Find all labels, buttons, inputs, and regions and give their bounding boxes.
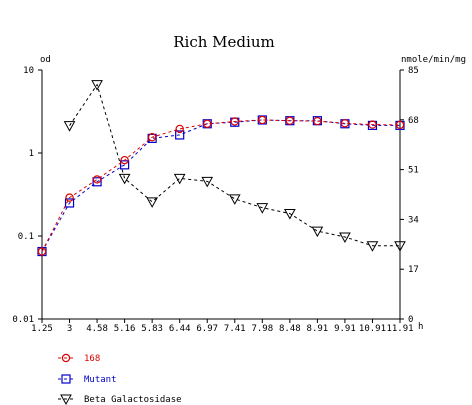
right-tick-label: 68	[408, 116, 419, 126]
point-168	[285, 116, 295, 125]
point-beta-galactosidase	[201, 176, 214, 188]
right-tick-label: 51	[408, 166, 419, 176]
x-tick-label: 3	[67, 324, 72, 334]
point-168	[92, 175, 102, 184]
x-tick-label: 10.91	[359, 324, 386, 334]
x-axis-ticks: 1.25 3 4.58 5.16 5.83 6.44 6.97 7.41 7.98 8.48 8.9…	[31, 319, 414, 334]
point-beta-galactosidase	[60, 394, 72, 405]
legend-label: Mutant	[84, 375, 117, 385]
point-mutant	[175, 130, 185, 140]
point-168	[147, 133, 157, 142]
left-tick-label: 0.1	[18, 232, 34, 242]
x-tick-label: 4.58	[86, 324, 108, 334]
point-beta-galactosidase	[394, 241, 406, 252]
right-tick-label: 0	[408, 315, 413, 325]
x-axis-unit: h	[418, 322, 423, 332]
x-tick-label: 8.48	[279, 324, 301, 334]
legend-item-mutant: Mutant	[58, 374, 117, 385]
x-tick-label: 7.98	[251, 324, 273, 334]
point-beta-galactosidase	[228, 194, 241, 205]
point-beta-galactosidase	[146, 197, 159, 208]
x-tick-label: 8.91	[307, 324, 329, 334]
right-tick-label: 85	[408, 66, 419, 76]
point-mutant	[64, 198, 75, 208]
legend: 168 Mutant Beta Galactosidase	[58, 353, 182, 405]
point-168	[120, 155, 129, 165]
point-mutant	[61, 374, 71, 384]
x-tick-label: 6.44	[169, 324, 191, 334]
x-tick-label: 5.83	[141, 324, 163, 334]
right-tick-label: 17	[408, 265, 419, 275]
point-beta-galactosidase	[63, 121, 76, 132]
right-axis-label: nmole/min/mg	[401, 55, 466, 65]
legend-item-beta-galactosidase: Beta Galactosidase	[58, 394, 182, 405]
left-tick-label: 0.01	[12, 315, 34, 325]
plot-frame	[41, 70, 401, 320]
x-tick-label: 7.41	[224, 324, 246, 334]
series-beta-galactosidase-line	[69, 83, 400, 247]
point-168	[230, 117, 239, 126]
point-mutant	[92, 177, 102, 187]
point-beta-galactosidase	[118, 173, 131, 185]
point-beta-galactosidase	[173, 173, 186, 185]
point-168	[37, 247, 47, 256]
point-beta-galactosidase	[283, 209, 296, 220]
x-tick-label: 11.91	[386, 324, 413, 334]
left-tick-label: 10	[23, 66, 34, 76]
x-tick-label: 1.25	[31, 324, 53, 334]
point-168	[203, 119, 212, 128]
x-tick-label: 5.16	[114, 324, 136, 334]
legend-item-168: 168	[58, 353, 100, 364]
point-168	[340, 119, 350, 128]
point-beta-galactosidase	[91, 80, 103, 91]
series-group	[37, 80, 406, 257]
point-beta-galactosidase	[366, 241, 379, 252]
x-tick-label: 6.97	[196, 324, 218, 334]
left-axis-label: od	[40, 55, 51, 65]
chart-title: Rich Medium	[173, 33, 274, 51]
left-axis-ticks: 10 1 0.1 0.01	[12, 66, 42, 325]
right-tick-label: 34	[408, 215, 419, 225]
left-tick-label: 1	[29, 149, 34, 159]
point-168	[313, 116, 322, 126]
point-168	[175, 124, 184, 134]
point-mutant	[120, 160, 130, 170]
right-axis-ticks: 85 68 51 34 17 0	[400, 66, 419, 325]
point-168	[395, 120, 405, 130]
point-beta-galactosidase	[256, 203, 269, 214]
point-beta-galactosidase	[339, 232, 351, 244]
point-168	[258, 115, 267, 125]
legend-label: Beta Galactosidase	[84, 395, 182, 405]
point-beta-galactosidase	[311, 226, 324, 238]
x-tick-label: 9.91	[334, 324, 356, 334]
point-168	[368, 120, 377, 129]
point-168	[65, 193, 74, 202]
point-168	[61, 353, 71, 363]
legend-label: 168	[84, 354, 100, 364]
